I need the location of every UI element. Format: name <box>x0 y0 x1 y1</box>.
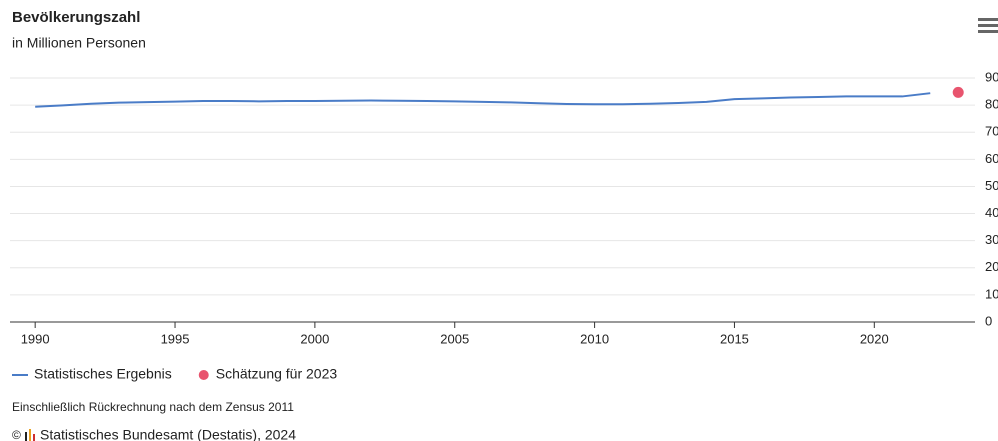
chart-subtitle: in Millionen Personen <box>12 35 146 51</box>
y-tick-label: 20 <box>985 259 998 274</box>
y-tick-label: 60 <box>985 151 998 166</box>
copyright: © <box>12 428 21 441</box>
logo-bar <box>33 434 35 441</box>
y-tick-label: 50 <box>985 178 998 193</box>
y-tick-label: 70 <box>985 124 998 139</box>
x-tick-label: 2020 <box>860 331 889 346</box>
x-tick-label: 1995 <box>161 331 190 346</box>
logo <box>25 429 35 441</box>
x-tick-label: 2015 <box>720 331 749 346</box>
x-tick-label: 2005 <box>440 331 469 346</box>
chart-title: Bevölkerungszahl <box>12 9 140 26</box>
x-tick-label: 1990 <box>21 331 50 346</box>
y-tick-label: 0 <box>985 313 992 328</box>
menu-bar <box>978 30 998 33</box>
menu-bar <box>978 24 998 27</box>
legend-label: Schätzung für 2023 <box>216 366 338 382</box>
x-tick-label: 2010 <box>580 331 609 346</box>
note: Einschließlich Rückrechnung nach dem Zen… <box>12 400 294 414</box>
logo-bar <box>29 429 31 441</box>
x-tick-label: 2000 <box>300 331 329 346</box>
menu-bar <box>978 18 998 21</box>
y-tick-label: 40 <box>985 205 998 220</box>
data-point <box>952 86 964 98</box>
data-line <box>35 92 931 108</box>
y-tick-label: 30 <box>985 232 998 247</box>
legend-label: Statistisches Ergebnis <box>34 366 172 382</box>
legend-symbol <box>198 370 209 380</box>
y-tick-label: 90 <box>985 69 998 84</box>
logo-bar <box>25 432 27 441</box>
y-tick-label: 80 <box>985 97 998 112</box>
credit: Statistisches Bundesamt (Destatis), 2024 <box>40 427 296 441</box>
y-tick-label: 10 <box>985 286 998 301</box>
menu-button[interactable] <box>978 18 998 33</box>
